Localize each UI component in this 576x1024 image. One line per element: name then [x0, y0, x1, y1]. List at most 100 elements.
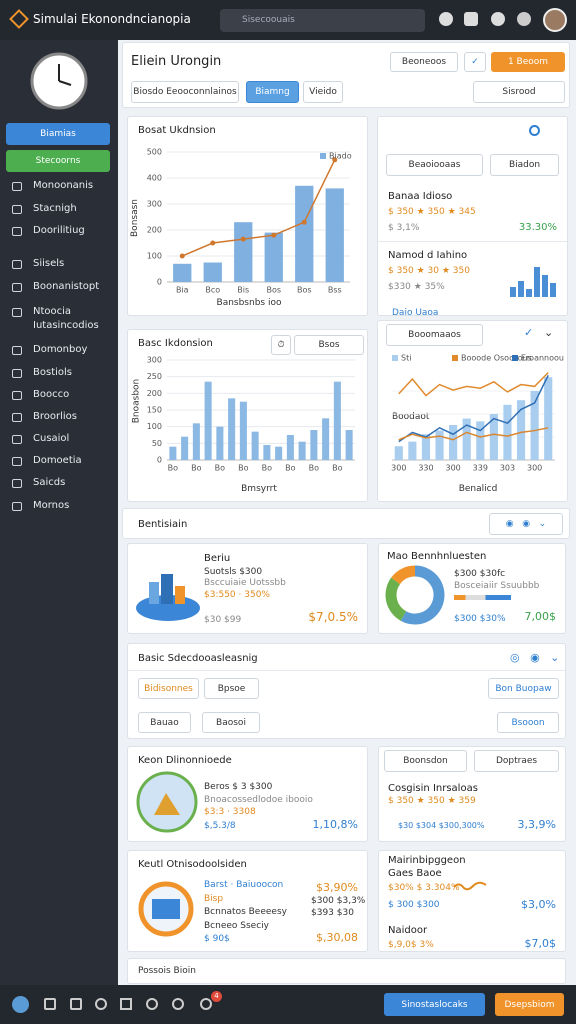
menu-icon: [12, 227, 22, 236]
point: [240, 236, 246, 242]
x-tick-label: Bo: [285, 464, 295, 473]
x-tick-label: 339: [473, 464, 488, 473]
menu-icon: [12, 182, 22, 191]
search-box[interactable]: Sisecoouais: [220, 9, 425, 32]
icon-button[interactable]: [200, 998, 212, 1010]
panel-link[interactable]: Daio Uaoa: [392, 308, 439, 318]
dropdown[interactable]: Doptraes: [474, 750, 559, 772]
bar: [530, 391, 539, 460]
icon-button[interactable]: [95, 998, 107, 1010]
menu-item[interactable]: Broorlios: [33, 411, 77, 422]
icon-button[interactable]: ⏱: [271, 335, 291, 355]
card-total: $,30,08: [316, 931, 358, 944]
header-button[interactable]: 1 Beoom: [491, 52, 565, 72]
menu-item[interactable]: Mornos: [33, 500, 70, 511]
menu-item[interactable]: Domonboy: [33, 344, 88, 355]
menu-item[interactable]: Monoonanis: [33, 180, 94, 191]
x-tick-label: Bo: [332, 464, 342, 473]
clock: [30, 52, 88, 110]
icon-button[interactable]: [146, 998, 158, 1010]
menu-item[interactable]: Stacnigh: [33, 203, 77, 214]
menu-item[interactable]: Doorilitiug: [33, 225, 85, 236]
chart: [385, 565, 445, 625]
tab[interactable]: Biosdo Eeooconnlainos: [131, 81, 239, 103]
bar: [239, 401, 247, 460]
icon-button[interactable]: [517, 12, 531, 26]
bar: [516, 400, 526, 460]
logo: [9, 9, 29, 29]
bar: [503, 404, 512, 460]
menu-item[interactable]: Saicds: [33, 477, 66, 488]
sparkline: [453, 881, 487, 891]
dropdown[interactable]: Beaoiooaas: [386, 154, 483, 176]
donut-segment: [400, 565, 445, 625]
card-text: Bisp: [204, 894, 224, 904]
point: [271, 232, 277, 238]
page-title: Eliein Urongin: [131, 54, 222, 69]
menu-item[interactable]: Boonanistopt: [33, 281, 100, 292]
bottom-button[interactable]: Sinostaslocaks: [384, 993, 485, 1016]
menu-item[interactable]: Cusaiol: [33, 433, 70, 444]
section-header: Bentisiain ◉ ◉ ⌄: [122, 508, 570, 539]
sidebar-button[interactable]: Stecoorns: [6, 150, 110, 172]
item-name: Banaa Idioso: [388, 191, 453, 202]
menu-item[interactable]: Bostiols: [33, 367, 72, 378]
icon-button[interactable]: [491, 12, 505, 26]
menu-item[interactable]: Boocco: [33, 389, 70, 400]
x-tick-label: Bos: [297, 286, 312, 295]
summary-card: Mairinbipggeon Gaes Baoe $30% $ 3.304% $…: [378, 850, 566, 952]
dropdown[interactable]: Booomaaos: [386, 324, 483, 346]
sidebar-button[interactable]: Biamias: [6, 123, 110, 145]
menu-item[interactable]: Domoetia: [33, 455, 82, 466]
y-tick-label: 400: [147, 174, 162, 183]
dropdown[interactable]: Biadon: [490, 154, 559, 176]
chart-card: Basc Ikdonsion ⏱ Bsos Bmsyrrt Bnoasbon: [127, 329, 368, 502]
dropdown[interactable]: Boonsdon: [384, 750, 467, 772]
menu-item[interactable]: Siisels: [33, 258, 65, 269]
icon-button[interactable]: [172, 998, 184, 1010]
search-box[interactable]: Sisrood: [473, 81, 565, 103]
y-tick-label: 200: [147, 389, 162, 398]
icon: ⌄: [544, 326, 554, 339]
toolbar[interactable]: ◎ ◉ ⌄: [510, 651, 560, 664]
legend-swatch: [320, 153, 326, 159]
line: [398, 372, 549, 397]
tab[interactable]: Vieido: [303, 81, 343, 103]
chart-title: Bosat Ukdnsion: [138, 125, 216, 136]
icon-button[interactable]: [44, 998, 56, 1010]
toolbar[interactable]: ◉ ◉ ⌄: [489, 513, 563, 535]
chip[interactable]: Bauao: [138, 712, 191, 733]
icon-button[interactable]: [70, 998, 82, 1010]
menu-item[interactable]: Ntoocia: [33, 306, 72, 317]
card-title: Cosgisin Inrsaloas: [388, 783, 478, 794]
button[interactable]: Bon Buopaw: [488, 678, 559, 699]
icon-button[interactable]: [439, 12, 453, 26]
dropdown[interactable]: Bsos: [294, 335, 364, 355]
x-tick-label: 300: [445, 464, 460, 473]
bar: [192, 423, 200, 460]
card-text: $30 $304 $300,300%: [398, 821, 485, 830]
bar: [251, 431, 259, 460]
tab[interactable]: Biamng: [246, 81, 299, 103]
x-tick-label: Bo: [215, 464, 225, 473]
header-button[interactable]: Beoneoos: [390, 52, 458, 72]
bottom-button[interactable]: Dsepsbiom: [495, 993, 564, 1016]
icon-button[interactable]: [464, 12, 478, 26]
card-text: Bcnnatos Beeeesy: [204, 907, 287, 917]
x-axis-label: Benalicd: [458, 484, 498, 494]
x-tick-label: Bis: [237, 286, 249, 295]
icon-button[interactable]: ✓: [464, 52, 486, 72]
x-tick-label: Bo: [238, 464, 248, 473]
avatar[interactable]: [543, 8, 567, 32]
chip[interactable]: Bidisonnes: [138, 678, 199, 699]
menu-item[interactable]: Iutasincodios: [33, 320, 99, 331]
chip[interactable]: Bpsoe: [204, 678, 259, 699]
bottom-bar: 4 Sinostaslocaks Dsepsbiom: [0, 985, 576, 1024]
icon-button[interactable]: [120, 998, 132, 1010]
card-value: $393 $30: [311, 908, 354, 918]
x-tick-label: 330: [418, 464, 433, 473]
button[interactable]: Bsooon: [497, 712, 559, 733]
icon-button[interactable]: [12, 996, 29, 1013]
card-total: 3,3,9%: [517, 818, 556, 831]
chip[interactable]: Baosoi: [202, 712, 260, 733]
